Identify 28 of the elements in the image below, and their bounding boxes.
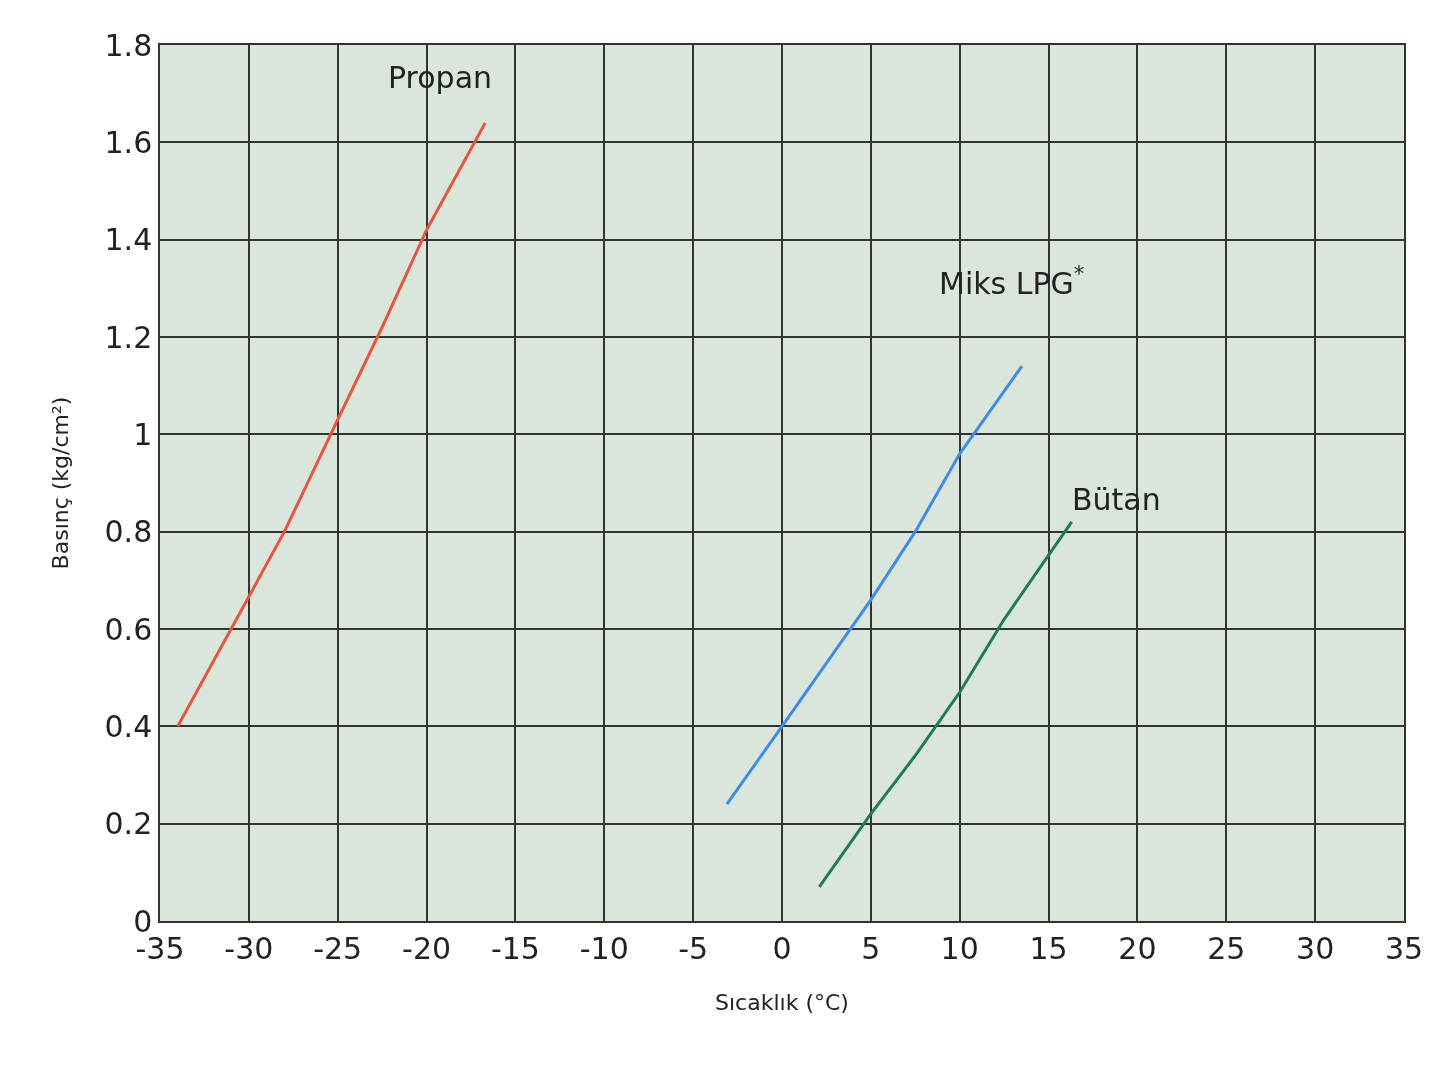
y-tick-label: 0.6 [104,611,153,647]
line-series [176,121,487,728]
x-tick-label: -10 [579,930,629,966]
x-tick-label: -30 [224,930,274,966]
y-tick-label: 1.2 [104,319,153,355]
y-tick-label: 0.4 [104,708,153,744]
x-tick-label: 35 [1384,930,1424,966]
line-series [725,364,1024,806]
y-tick-label: 0.8 [104,514,153,550]
y-axis-title: Basınç (kg/cm²) [47,396,73,570]
x-tick-label: -25 [313,930,363,966]
x-tick-label: 15 [1029,930,1068,966]
x-tick-label: 20 [1118,930,1157,966]
x-tick-label: 0 [772,930,792,966]
y-tick-label: 1.6 [104,124,153,160]
line-series [817,520,1074,889]
x-tick-label: -5 [678,930,709,966]
x-tick-label: 30 [1296,930,1335,966]
x-tick-label: -15 [490,930,540,966]
y-tick-label: 1.8 [104,27,153,63]
x-axis-title: Sıcaklık (°C) [715,990,849,1016]
y-tick-label: 1 [133,416,153,452]
y-tick-label: 1.4 [104,222,153,258]
x-tick-label: -20 [402,930,452,966]
y-tick-label: 0.2 [104,806,153,842]
x-tick-label: 10 [940,930,979,966]
x-tick-label: 25 [1207,930,1246,966]
x-tick-label: 5 [861,930,881,966]
